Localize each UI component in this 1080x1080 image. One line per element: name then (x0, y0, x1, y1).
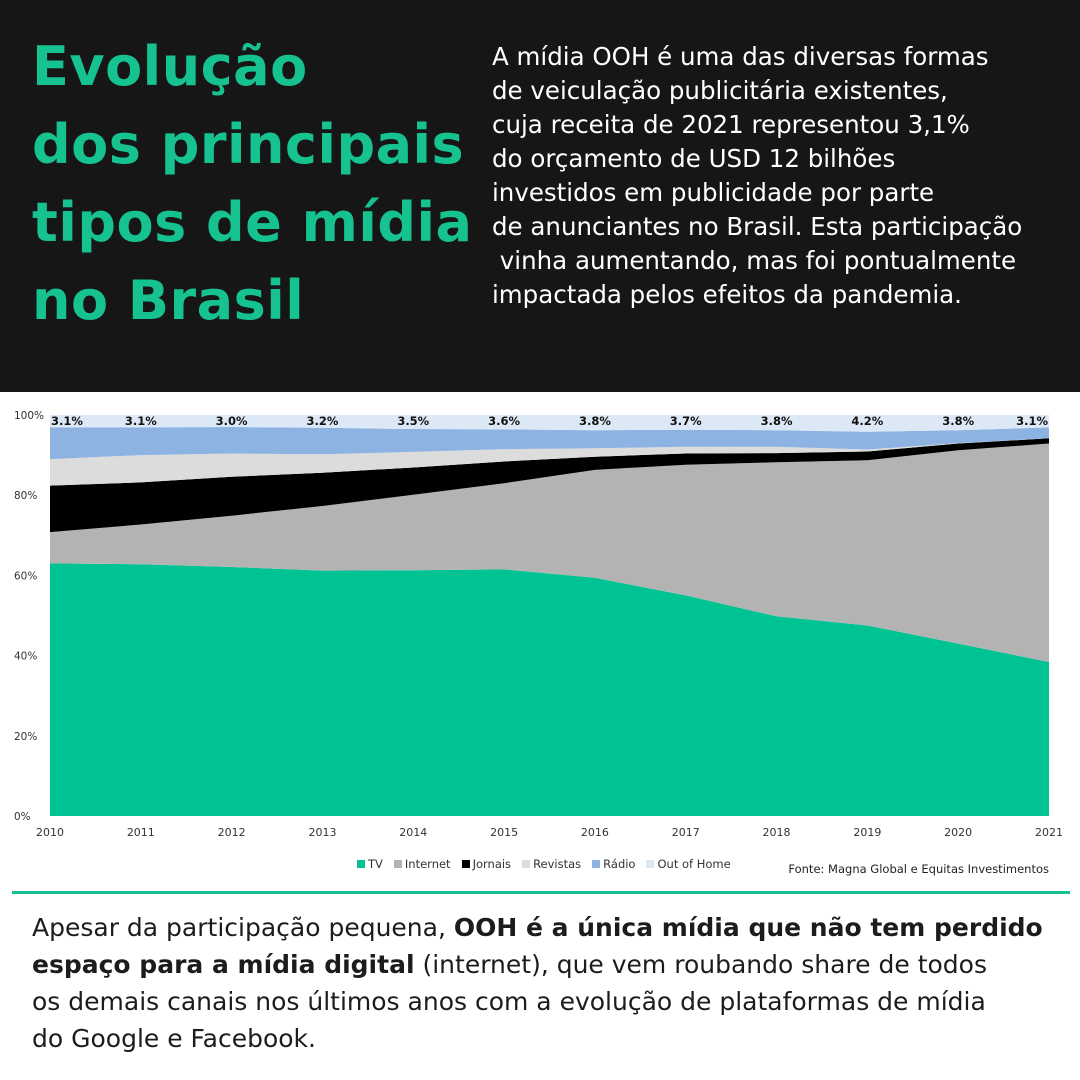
title-line: tipos de mídia (32, 191, 473, 254)
area-series-out-of-home (50, 415, 1049, 432)
y-tick-label: 0% (14, 811, 31, 823)
title-line: Evolução (32, 35, 308, 98)
legend-swatch (592, 860, 601, 868)
x-tick-label: 2010 (36, 826, 64, 839)
legend-item: TV (357, 857, 383, 871)
legend-item: Revistas (522, 857, 581, 871)
ooh-data-label: 3.1% (125, 414, 157, 428)
intro-line: impactada pelos efeitos da pandemia. (492, 280, 962, 309)
area-series-tv (50, 563, 1049, 816)
intro-line: cuja receita de 2021 representou 3,1% (492, 110, 970, 139)
footer-text: Apesar da participação pequena, OOH é a … (32, 909, 1062, 1057)
area-series-jornais (50, 438, 1049, 533)
x-tick-label: 2018 (763, 826, 791, 839)
y-tick-label: 20% (14, 731, 37, 743)
y-tick-label: 100% (14, 410, 44, 422)
ooh-data-label: 3.5% (397, 414, 429, 428)
footer-text-bold: OOH é a única mídia que não tem perdido (453, 913, 1043, 942)
legend-swatch (461, 860, 470, 868)
x-tick-label: 2019 (853, 826, 881, 839)
legend-swatch (357, 860, 365, 868)
legend-swatch (522, 860, 531, 868)
header-panel: Evolução dos principais tipos de mídia n… (0, 0, 1080, 392)
legend-item: Internet (393, 857, 451, 871)
intro-line: do orçamento de USD 12 bilhões (492, 144, 896, 173)
section-divider (12, 891, 1070, 894)
title-line: no Brasil (32, 269, 305, 332)
ooh-data-label: 3.8% (942, 414, 974, 428)
footer-line: Apesar da participação pequena, OOH é a … (32, 909, 1062, 946)
ooh-data-label: 3.1% (1016, 414, 1048, 428)
footer-text-normal: Apesar da participação pequena, (32, 913, 454, 942)
chart-legend: TV Internet Jornais Revistas Rádio Out of Hom… (357, 856, 742, 872)
legend-label: Rádio (603, 857, 636, 871)
x-tick-label: 2021 (1035, 826, 1063, 839)
x-tick-label: 2013 (308, 826, 336, 839)
area-series-internet (50, 443, 1049, 662)
intro-line: vinha aumentando, mas foi pontualmente (492, 246, 1017, 275)
legend-swatch (393, 860, 402, 868)
chart-source: Fonte: Magna Global e Equitas Investimen… (788, 862, 1049, 876)
y-tick-label: 60% (14, 570, 37, 582)
x-tick-label: 2012 (218, 826, 246, 839)
x-tick-label: 2016 (581, 826, 609, 839)
footer-line: os demais canais nos últimos anos com a … (32, 987, 986, 1016)
footer-line: espaço para a mídia digital (internet), … (32, 946, 1062, 983)
legend-item: Rádio (592, 857, 635, 871)
x-tick-label: 2015 (490, 826, 518, 839)
footer-text-normal: (internet), que vem roubando share de to… (414, 950, 987, 979)
intro-line: de veiculação publicitária existentes, (492, 76, 948, 105)
legend-label: Out of Home (657, 857, 731, 871)
x-tick-label: 2011 (127, 826, 155, 839)
intro-text: A mídia OOH é uma das diversas formas de… (492, 40, 1062, 312)
legend-label: Revistas (533, 857, 582, 871)
legend-swatch (646, 860, 655, 868)
intro-line: A mídia OOH é uma das diversas formas (492, 42, 989, 71)
ooh-data-label: 3.2% (307, 414, 339, 428)
ooh-data-label: 3.1% (51, 414, 83, 428)
intro-line: de anunciantes no Brasil. Esta participa… (492, 212, 1023, 241)
legend-label: TV (368, 857, 383, 871)
ooh-data-label: 4.2% (851, 414, 883, 428)
footer-text-bold: espaço para a mídia digital (32, 950, 415, 979)
y-tick-label: 80% (14, 490, 37, 502)
legend-label: Jornais (472, 857, 512, 871)
title-line: dos principais (32, 113, 465, 176)
ooh-data-label: 3.6% (488, 414, 520, 428)
legend-item: Out of Home (646, 857, 731, 871)
x-tick-label: 2017 (672, 826, 700, 839)
y-tick-label: 40% (14, 651, 37, 663)
x-tick-label: 2020 (944, 826, 972, 839)
page-title: Evolução dos principais tipos de mídia n… (32, 28, 472, 340)
ooh-data-label: 3.8% (579, 414, 611, 428)
area-series-r-dio (50, 427, 1049, 460)
ooh-data-label: 3.0% (216, 414, 248, 428)
intro-line: investidos em publicidade por parte (492, 178, 935, 207)
legend-item: Jornais (461, 857, 512, 871)
stacked-area-chart: 0% 20% 40% 60% 80% 100% 2010 2011 2012 2013 2014 20… (14, 410, 1063, 839)
legend-label: Internet (404, 857, 451, 871)
area-series-revistas (50, 438, 1049, 486)
x-tick-label: 2014 (399, 826, 427, 839)
footer-line: do Google e Facebook. (32, 1024, 316, 1053)
ooh-data-label: 3.7% (670, 414, 702, 428)
ooh-data-label: 3.8% (761, 414, 793, 428)
